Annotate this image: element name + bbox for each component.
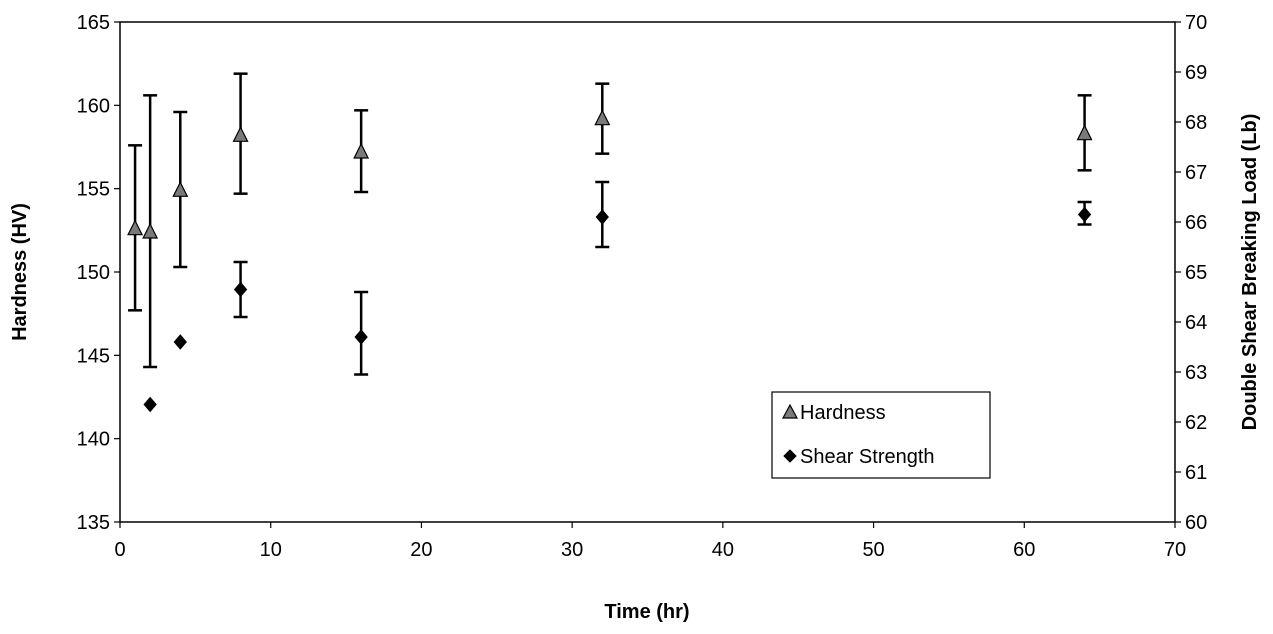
ticks-layer: 0 10 20 30 40 50 60 70 135 140 145 150 155 160 165 60 61… [77,12,1208,561]
y2-tick-label: 60 [1185,512,1207,534]
x-axis-title: Time (hr) [604,601,689,623]
y2-tick-label: 63 [1185,362,1207,384]
y-axis-title: Hardness (HV) [9,203,31,341]
y-tick-label: 140 [77,429,110,451]
x-tick-label: 50 [862,539,884,561]
y2-tick-label: 67 [1185,162,1207,184]
hardness-point [142,222,159,239]
y2-tick-label: 62 [1185,412,1207,434]
shear-strength-point [354,329,368,345]
shear-strength-point [595,209,609,225]
x-tick-label: 0 [114,539,125,561]
y2-tick-label: 69 [1185,62,1207,84]
legend-box [771,391,991,479]
x-tick-label: 20 [410,539,432,561]
shear-strength-point [173,334,187,350]
hardness-point [353,142,370,159]
y2-tick-label: 68 [1185,112,1207,134]
y2-tick-label: 64 [1185,312,1207,334]
y2-axis-title: Double Shear Breaking Load (Lb) [1239,114,1261,431]
y-tick-label: 160 [77,95,110,117]
legend-shear-strength-label: Shear Strength [800,446,935,468]
shear-strength-point [143,396,157,413]
legend-hardness-marker [781,403,799,419]
hardness-point [232,125,249,142]
y-tick-label: 165 [77,12,110,34]
marks-layer [127,109,1093,413]
hardness-point [127,219,144,236]
legend: Hardness Shear Strength [771,391,991,479]
y-tick-label: 135 [77,512,110,534]
y2-tick-label: 66 [1185,212,1207,234]
plot-area [119,21,1176,523]
hardness-point [594,109,611,126]
legend-hardness-label: Hardness [800,402,886,424]
hardness-point [172,180,189,197]
y2-tick-label: 61 [1185,462,1207,484]
legend-shear-strength-marker [783,449,797,463]
x-tick-label: 30 [561,539,583,561]
x-tick-label: 70 [1164,539,1186,561]
y-tick-label: 155 [77,179,110,201]
y-tick-label: 150 [77,262,110,284]
shear-strength-point [1077,206,1092,223]
y2-tick-label: 65 [1185,262,1207,284]
x-tick-label: 40 [712,539,734,561]
y-tick-label: 145 [77,345,110,367]
hardness-point [1076,124,1093,141]
x-tick-label: 60 [1013,539,1035,561]
y2-tick-label: 70 [1185,12,1207,34]
shear-strength-point [233,281,248,298]
x-tick-label: 10 [260,539,282,561]
